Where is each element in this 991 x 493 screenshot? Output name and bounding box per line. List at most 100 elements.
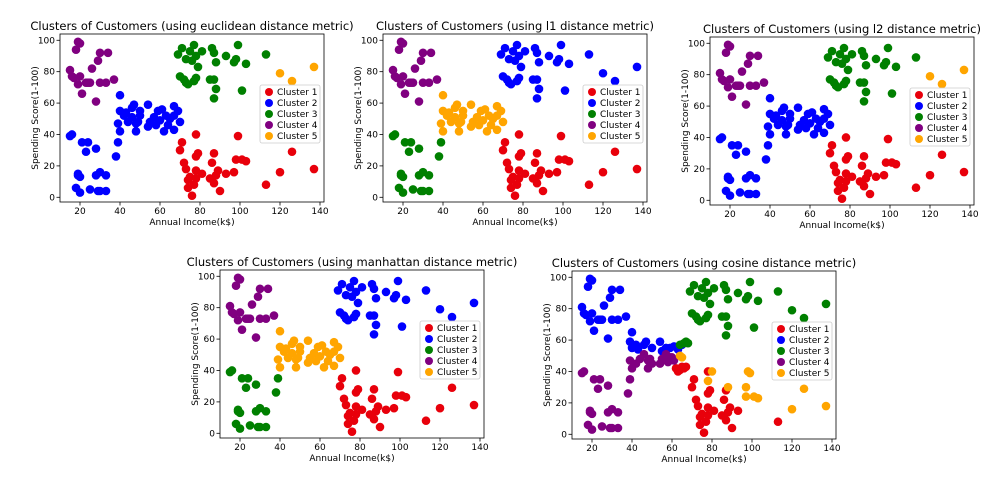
- point-cluster-3: [859, 78, 869, 87]
- point-cluster-2: [621, 312, 631, 321]
- y-tick-label: 40: [694, 133, 706, 143]
- point-cluster-2: [115, 90, 125, 100]
- x-tick-label: 140: [634, 207, 651, 217]
- point-cluster-4: [625, 375, 635, 384]
- legend-marker: [265, 132, 273, 140]
- point-cluster-5: [498, 117, 508, 127]
- point-cluster-4: [613, 408, 623, 417]
- point-cluster-2: [564, 59, 574, 69]
- point-cluster-3: [721, 312, 731, 321]
- point-cluster-1: [215, 186, 225, 196]
- point-cluster-1: [584, 180, 594, 190]
- point-cluster-4: [639, 349, 649, 359]
- point-cluster-1: [187, 191, 197, 201]
- point-cluster-3: [859, 51, 869, 61]
- point-cluster-3: [233, 40, 243, 50]
- point-cluster-3: [191, 51, 201, 61]
- point-cluster-1: [516, 149, 526, 158]
- point-cluster-3: [261, 50, 271, 59]
- point-cluster-2: [155, 116, 165, 125]
- point-cluster-1: [177, 138, 187, 147]
- point-cluster-1: [351, 366, 361, 375]
- point-cluster-1: [373, 402, 383, 411]
- x-tick-label: 20: [724, 210, 736, 220]
- point-cluster-1: [401, 392, 411, 402]
- point-cluster-1: [859, 181, 869, 191]
- y-tick-label: 80: [204, 304, 216, 314]
- point-cluster-2: [135, 106, 145, 116]
- point-cluster-2: [735, 188, 745, 197]
- legend-marker: [915, 113, 923, 121]
- point-cluster-2: [807, 108, 817, 117]
- point-cluster-1: [193, 149, 203, 158]
- point-cluster-4: [416, 56, 426, 65]
- point-cluster-1: [191, 174, 201, 183]
- point-cluster-1: [514, 130, 524, 139]
- point-cluster-2: [717, 133, 727, 142]
- point-cluster-3: [683, 338, 693, 348]
- point-cluster-4: [73, 79, 83, 89]
- point-cluster-2: [345, 282, 355, 292]
- point-cluster-1: [725, 403, 735, 412]
- point-cluster-3: [835, 49, 845, 59]
- point-cluster-3: [255, 422, 265, 432]
- point-cluster-2: [393, 276, 403, 286]
- point-cluster-5: [703, 376, 713, 386]
- legend-label: Cluster 5: [927, 135, 968, 145]
- legend-marker: [588, 110, 596, 118]
- point-cluster-1: [347, 427, 357, 437]
- point-cluster-2: [771, 111, 781, 120]
- point-cluster-1: [863, 169, 873, 178]
- point-cluster-2: [583, 282, 593, 292]
- point-cluster-2: [556, 40, 566, 50]
- point-cluster-5: [438, 127, 448, 136]
- chart-svg: Clusters of Customers (using euclidean d…: [30, 19, 353, 228]
- x-tick-label: 20: [74, 207, 86, 217]
- point-cluster-4: [597, 422, 607, 431]
- x-tick-label: 60: [154, 207, 166, 217]
- point-cluster-1: [209, 178, 219, 188]
- legend-marker: [915, 91, 923, 99]
- legend-label: Cluster 1: [277, 88, 318, 98]
- point-cluster-2: [81, 147, 91, 157]
- legend-marker: [425, 335, 433, 343]
- x-tick-label: 140: [311, 207, 328, 217]
- point-cluster-2: [763, 122, 773, 131]
- point-cluster-5: [741, 392, 751, 401]
- x-tick-label: 80: [354, 443, 366, 453]
- x-tick-label: 60: [477, 207, 489, 217]
- point-cluster-5: [450, 112, 460, 122]
- point-cluster-4: [751, 81, 761, 90]
- point-cluster-1: [233, 131, 243, 141]
- x-tick-label: 80: [517, 207, 529, 217]
- point-cluster-3: [841, 76, 851, 86]
- x-tick-label: 120: [431, 443, 448, 453]
- point-cluster-5: [799, 384, 809, 394]
- point-cluster-1: [825, 148, 835, 158]
- point-cluster-3: [189, 40, 199, 50]
- y-tick-label: 20: [44, 162, 56, 172]
- point-cluster-5: [466, 100, 476, 109]
- point-cluster-3: [721, 331, 731, 340]
- point-cluster-5: [478, 116, 488, 125]
- point-cluster-2: [143, 100, 153, 109]
- point-cluster-3: [227, 366, 237, 375]
- legend-label: Cluster 3: [437, 346, 478, 356]
- point-cluster-1: [532, 149, 542, 158]
- point-cluster-2: [349, 276, 359, 286]
- point-cluster-3: [823, 53, 833, 62]
- point-cluster-5: [315, 352, 325, 361]
- point-cluster-2: [779, 103, 789, 112]
- point-cluster-3: [709, 283, 719, 293]
- point-cluster-2: [731, 150, 741, 160]
- point-cluster-1: [843, 152, 853, 161]
- point-cluster-2: [532, 48, 542, 58]
- point-cluster-3: [721, 285, 731, 295]
- point-cluster-4: [587, 425, 597, 434]
- point-cluster-1: [552, 167, 562, 177]
- legend-label: Cluster 2: [600, 99, 641, 109]
- point-cluster-3: [414, 144, 424, 153]
- point-cluster-2: [632, 62, 642, 72]
- chart-l1: Clusters of Customers (using l1 distance…: [345, 19, 655, 251]
- x-tick-label: 40: [437, 207, 449, 217]
